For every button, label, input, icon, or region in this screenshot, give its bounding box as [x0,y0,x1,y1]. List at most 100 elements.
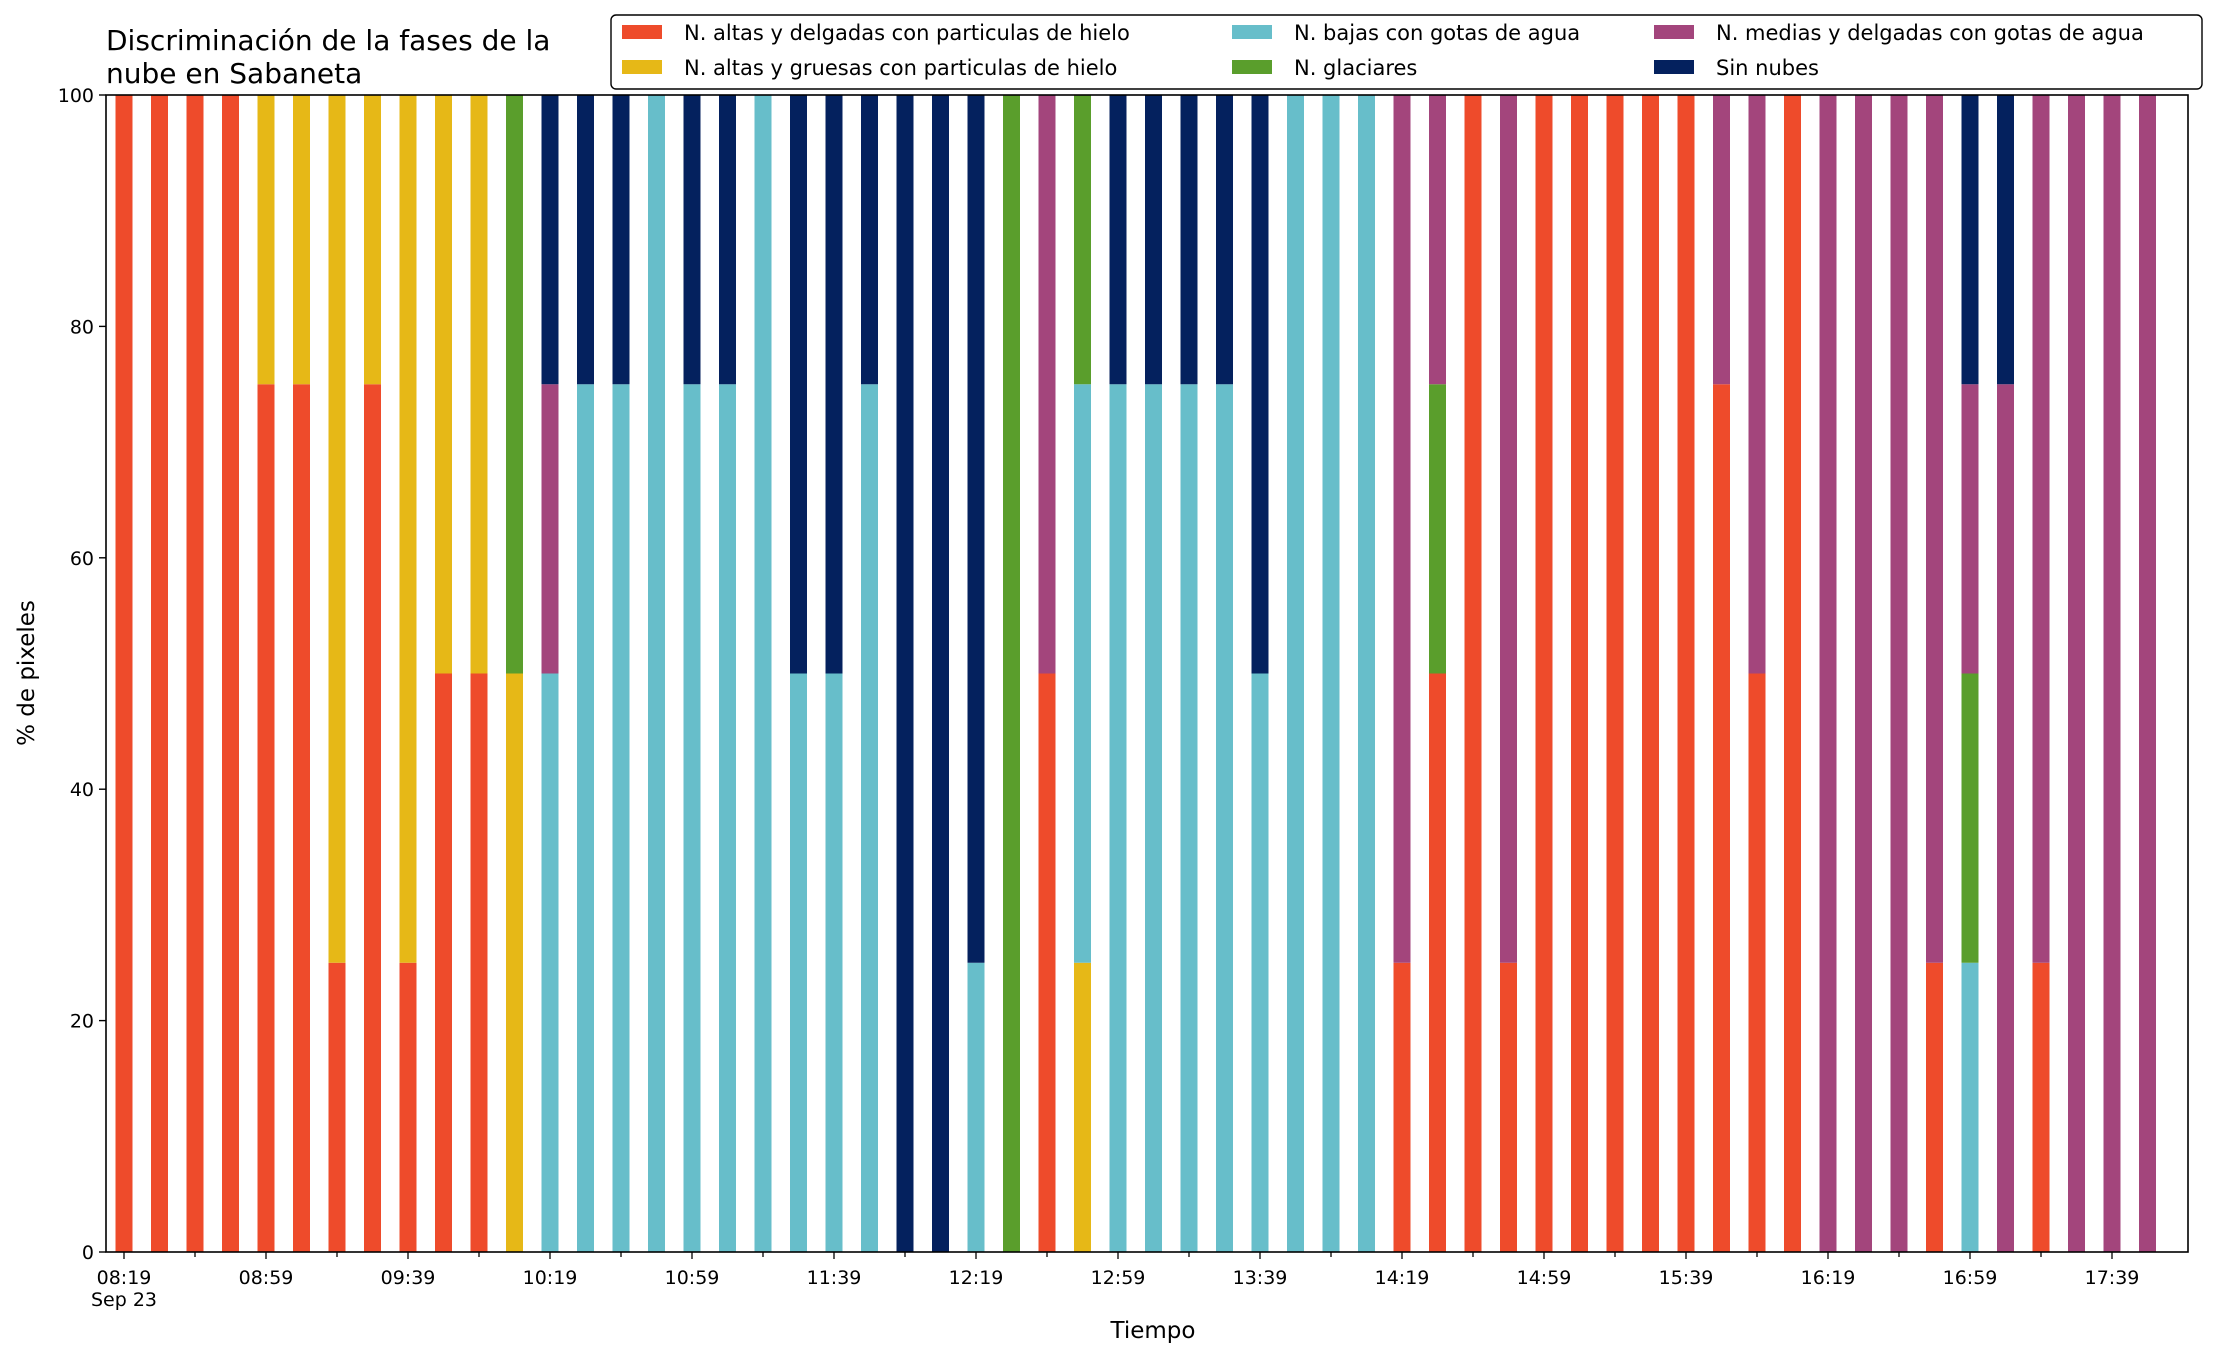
bar-segment-1449-s4 [1500,95,1517,963]
bar-segment-0959-s0 [470,673,488,1252]
bar-segment-1559-s4 [1748,95,1766,674]
x-tick-label-1619: 16:19 [1801,1267,1856,1289]
bar-segment-1109-s5 [719,95,736,385]
bar-segment-1159-s5 [896,95,914,1252]
bar-segment-1439-s0 [1464,95,1482,1252]
x-tick-label-1739: 17:39 [2085,1267,2140,1289]
bar-segment-1209-s5 [932,95,949,1252]
x-tick-label-1019: 10:19 [523,1267,578,1289]
bar-segment-1139-s2 [825,673,843,1252]
x-tick-label-0939: 09:39 [381,1267,436,1289]
bar-segment-1249-s1 [1074,962,1091,1252]
y-axis-label: % de pixeles [14,600,40,746]
bar-segment-1319-s2 [1180,384,1198,1252]
y-tick-label-40: 40 [70,779,94,801]
bar-segment-1239-s4 [1038,95,1056,674]
bar-segment-1029-s2 [577,384,594,1252]
legend-box [610,14,2203,90]
bar-segment-1359-s2 [1322,95,1340,1252]
bar-segment-1059-s5 [683,95,701,385]
bar-segment-1329-s5 [1216,95,1233,385]
bar-segment-1349-s2 [1287,95,1304,1252]
bar-segment-1149-s2 [861,384,878,1252]
bar-segment-1739-s4 [2103,95,2121,1252]
legend-swatch-5 [1654,60,1694,74]
y-tick-label-20: 20 [70,1011,94,1033]
bar-segment-1109-s2 [719,384,736,1252]
legend: N. altas y delgadas con particulas de hi… [610,14,2203,90]
x-tick-label-1339: 13:39 [1233,1267,1288,1289]
legend-label-3: N. glaciares [1294,56,1417,80]
bar-segment-1149-s5 [861,95,878,385]
bar-segment-0839-s0 [186,95,204,1252]
bar-segment-0949-s0 [435,673,452,1252]
bar-segment-1009-s1 [506,673,523,1252]
bar-segment-1719-s4 [2032,95,2050,963]
legend-label-5: Sin nubes [1716,56,1819,80]
bar-segment-1129-s2 [790,673,807,1252]
bar-segment-1419-s4 [1393,95,1411,963]
legend-label-1: N. altas y gruesas con particulas de hie… [684,56,1117,80]
bar-segment-0819-s0 [115,95,133,1252]
bar-segment-1449-s0 [1500,962,1517,1252]
bar-segment-1659-s5 [1961,95,1979,385]
x-tick-label-1539: 15:39 [1659,1267,1714,1289]
bar-segment-1319-s5 [1180,95,1198,385]
bar-segment-0929-s1 [364,95,381,385]
plot-frame [105,94,2189,1253]
bar-segment-0829-s0 [151,95,168,1252]
bar-segment-1219-s5 [967,95,985,963]
bar-segment-1539-s0 [1677,95,1695,1252]
bar-segment-1659-s3 [1961,673,1979,963]
y-axis-ticks: 0 20 40 60 80 100 [58,85,106,1264]
bar-segment-1139-s5 [825,95,843,674]
bar-segment-1729-s4 [2068,95,2085,1252]
x-date-label: Sep 23 [91,1289,157,1311]
bar-segment-1619-s4 [1819,95,1837,1252]
x-tick-label-1459: 14:59 [1517,1267,1572,1289]
bar-segment-1019-s4 [541,384,559,674]
x-tick-label-0859: 08:59 [239,1267,294,1289]
bar-segment-1609-s0 [1784,95,1801,1252]
bar-segment-1009-s3 [506,95,523,674]
bar-segment-1709-s4 [1997,384,2014,1252]
bar-segment-1429-s0 [1429,673,1446,1252]
bar-segment-1309-s2 [1145,384,1162,1252]
x-tick-label-1139: 11:39 [807,1267,862,1289]
bar-segment-1239-s0 [1038,673,1056,1252]
legend-swatch-0 [622,25,662,39]
bar-segment-1559-s0 [1748,673,1766,1252]
bar-segment-0929-s0 [364,384,381,1252]
bar-segment-0939-s0 [399,962,417,1252]
bar-segment-1549-s0 [1713,384,1730,1252]
bar-segment-1659-s2 [1961,962,1979,1252]
bars-group [115,95,2156,1252]
x-tick-label-1259: 12:59 [1091,1267,1146,1289]
y-tick-label-60: 60 [70,548,94,570]
bar-segment-1329-s2 [1216,384,1233,1252]
bar-segment-0909-s1 [293,95,310,385]
bar-segment-1429-s4 [1429,95,1446,385]
bar-segment-1309-s5 [1145,95,1162,385]
bar-segment-0909-s0 [293,384,310,1252]
bar-segment-1419-s0 [1393,962,1411,1252]
bar-segment-1339-s2 [1251,673,1269,1252]
bar-segment-1049-s2 [648,95,665,1252]
chart-title-line-1: Discriminación de la fases de la [106,24,550,57]
bar-segment-1649-s4 [1926,95,1943,963]
legend-label-2: N. bajas con gotas de agua [1294,21,1580,45]
x-tick-label-1419: 14:19 [1375,1267,1430,1289]
legend-label-0: N. altas y delgadas con particulas de hi… [684,21,1130,45]
bar-segment-1019-s2 [541,673,559,1252]
y-tick-label-80: 80 [70,316,94,338]
x-tick-label-1659: 16:59 [1943,1267,1998,1289]
bar-segment-1249-s2 [1074,384,1091,963]
bar-segment-0939-s1 [399,95,417,963]
legend-label-4: N. medias y delgadas con gotas de agua [1716,21,2144,45]
bar-segment-0919-s1 [328,95,346,963]
bar-segment-1639-s4 [1890,95,1908,1252]
bar-segment-1039-s2 [612,384,630,1252]
y-tick-label-0: 0 [82,1242,94,1264]
bar-segment-1549-s4 [1713,95,1730,385]
